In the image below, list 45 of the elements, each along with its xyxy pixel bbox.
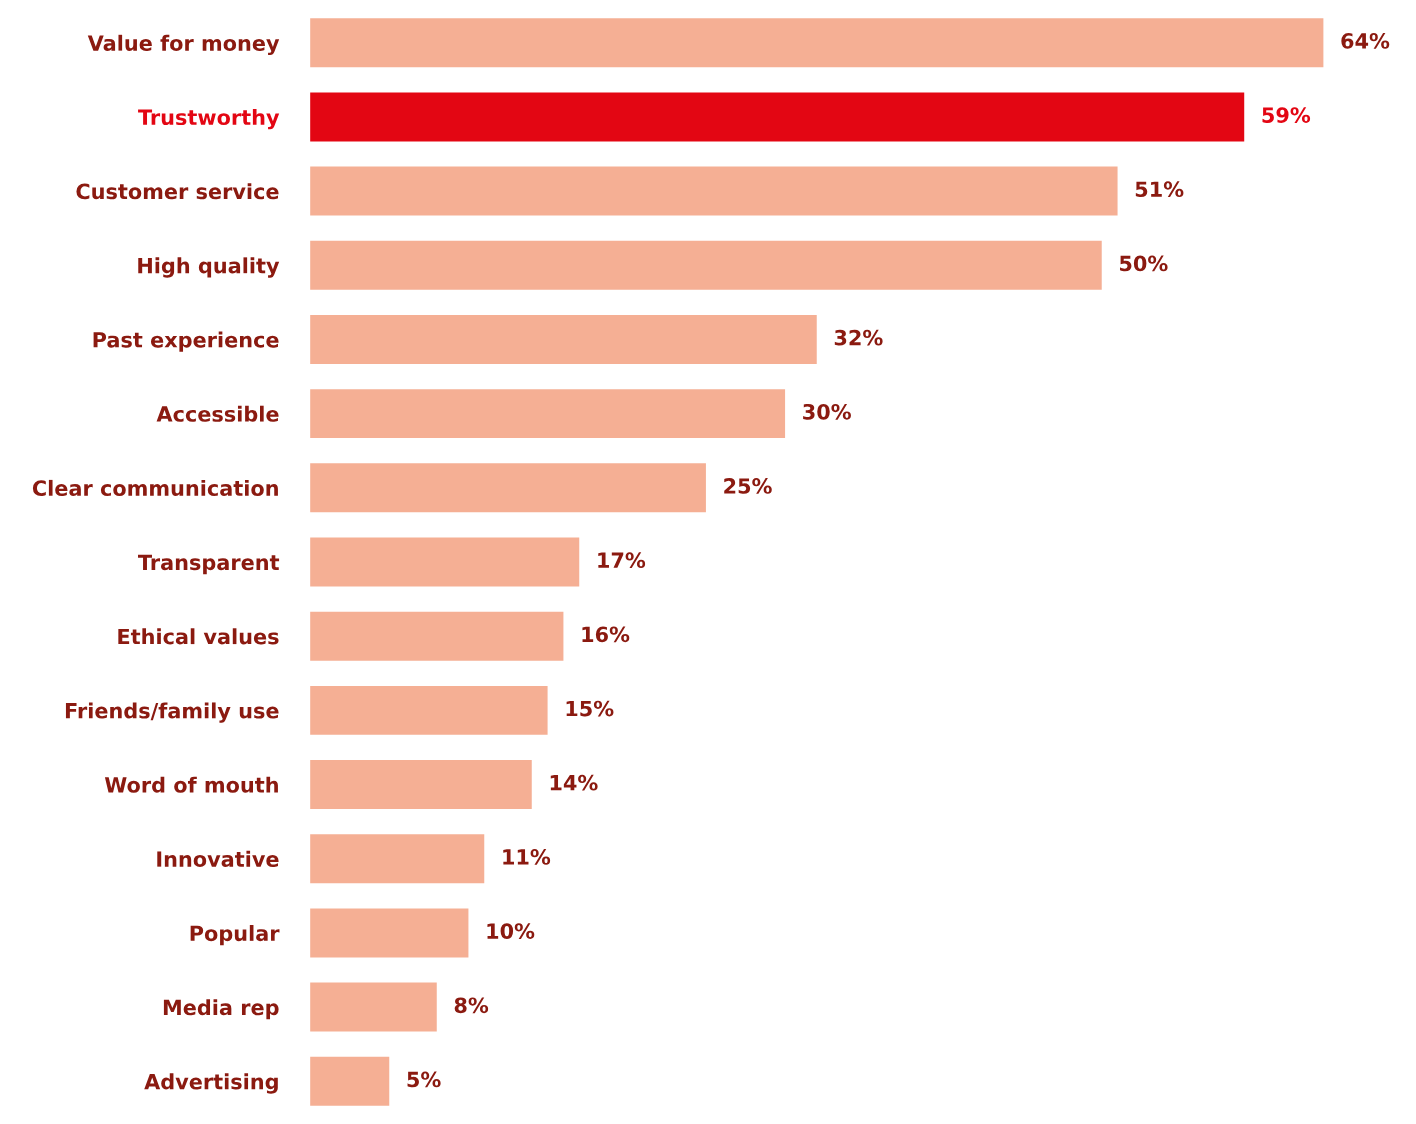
bar bbox=[310, 834, 485, 884]
data-label: 51% bbox=[1135, 181, 1184, 198]
bar bbox=[310, 166, 1118, 216]
y-tick-label: Innovative bbox=[157, 850, 279, 867]
y-tick-label: Popular bbox=[190, 925, 280, 946]
y-tick-label: Clear communication bbox=[32, 479, 278, 497]
bar bbox=[310, 1056, 390, 1106]
y-tick-label: High quality bbox=[138, 257, 280, 278]
data-label: 16% bbox=[582, 626, 630, 643]
bar bbox=[310, 537, 580, 587]
data-label: 8% bbox=[454, 997, 489, 1014]
y-tick-label: Accessible bbox=[156, 405, 279, 422]
data-label: 15% bbox=[566, 700, 614, 717]
bar bbox=[310, 92, 1245, 142]
y-tick-label: Trustworthy bbox=[138, 108, 280, 130]
y-tick-label: Customer service bbox=[76, 183, 279, 200]
bar bbox=[310, 685, 548, 735]
bar bbox=[310, 314, 817, 364]
data-label: 30% bbox=[803, 403, 851, 420]
y-tick-label: Transparent bbox=[138, 554, 280, 575]
data-label: 25% bbox=[724, 478, 772, 494]
data-label: 11% bbox=[503, 849, 551, 865]
data-label: 5% bbox=[407, 1071, 441, 1088]
bar bbox=[310, 18, 1324, 68]
y-tick-label: Advertising bbox=[144, 1073, 278, 1094]
bar bbox=[310, 908, 469, 958]
y-tick-label: Media rep bbox=[163, 999, 279, 1020]
data-label: 50% bbox=[1120, 255, 1168, 272]
bar bbox=[310, 611, 564, 661]
data-label: 64% bbox=[1341, 33, 1390, 49]
data-label: 32% bbox=[834, 329, 883, 346]
data-label: 59% bbox=[1262, 107, 1311, 123]
y-tick-label: Ethical values bbox=[118, 628, 279, 645]
data-label: 10% bbox=[487, 923, 535, 939]
bar bbox=[310, 982, 437, 1032]
y-tick-label: Value for money bbox=[87, 34, 280, 56]
y-tick-label: Word of mouth bbox=[104, 776, 278, 793]
bar bbox=[310, 760, 532, 810]
bar bbox=[310, 240, 1102, 290]
y-tick-label: Friends/family use bbox=[65, 702, 279, 723]
bar bbox=[310, 389, 786, 439]
data-label: 17% bbox=[598, 552, 646, 569]
data-label: 14% bbox=[550, 774, 598, 791]
bar bbox=[310, 463, 706, 513]
y-tick-label: Past experience bbox=[93, 331, 279, 352]
